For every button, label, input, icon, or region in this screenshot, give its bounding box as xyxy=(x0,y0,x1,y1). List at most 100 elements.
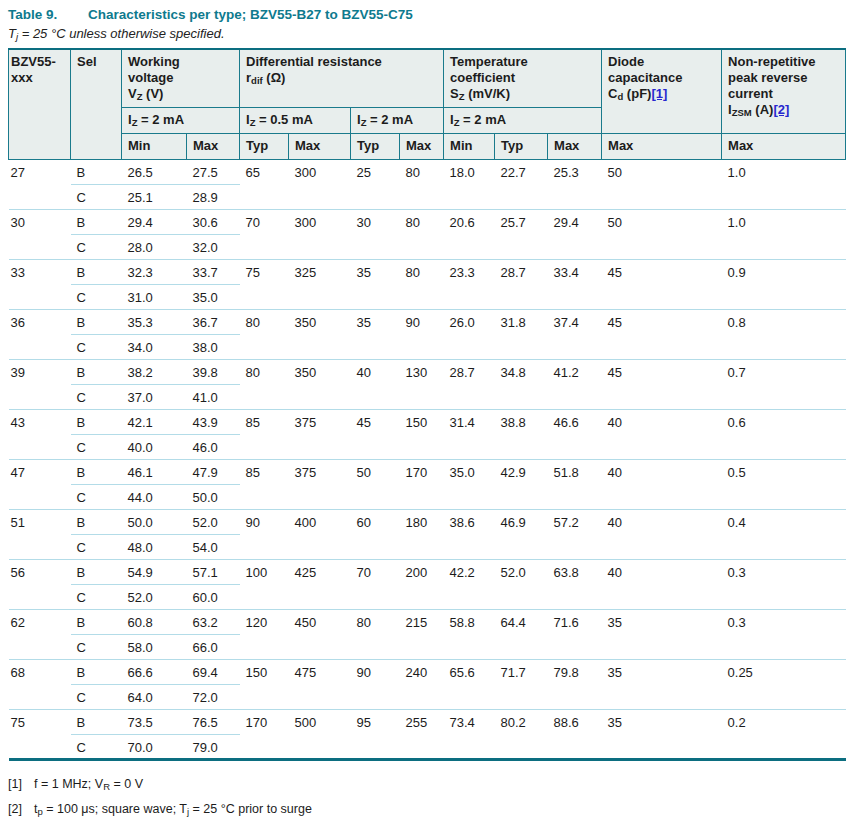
cell-sz-typ: 31.8 xyxy=(495,309,548,359)
cell-sel: C xyxy=(71,584,122,609)
table-row-b: 39B38.239.8803504013028.734.841.2450.7 xyxy=(9,359,846,384)
cell-rdif2-max: 80 xyxy=(400,209,444,259)
cell-sel: B xyxy=(71,409,122,434)
cell-type-code: 36 xyxy=(9,309,71,359)
table-row-b: 68B66.669.41504759024065.671.779.8350.25 xyxy=(9,659,846,684)
cell-sel: B xyxy=(71,359,122,384)
cell-rdif05-max: 475 xyxy=(289,659,351,709)
cell-sz-min: 18.0 xyxy=(444,159,495,209)
cell-vz-min: 44.0 xyxy=(122,484,187,509)
cell-vz-min: 26.5 xyxy=(122,159,187,184)
cell-rdif05-typ: 90 xyxy=(240,509,289,559)
cell-vz-max: 63.2 xyxy=(187,609,240,634)
col-header-sz-min: Min xyxy=(444,133,495,159)
cell-vz-min: 52.0 xyxy=(122,584,187,609)
cell-rdif2-max: 255 xyxy=(400,709,444,759)
cell-rdif05-typ: 75 xyxy=(240,259,289,309)
cell-sz-max: 41.2 xyxy=(548,359,602,409)
cell-sz-typ: 42.9 xyxy=(495,459,548,509)
cell-sz-typ: 34.8 xyxy=(495,359,548,409)
cell-rdif2-typ: 50 xyxy=(351,459,400,509)
table-row-b: 56B54.957.11004257020042.252.063.8400.3 xyxy=(9,559,846,584)
cell-type-code: 43 xyxy=(9,409,71,459)
cell-izsm-max: 0.7 xyxy=(722,359,846,409)
cell-vz-min: 46.1 xyxy=(122,459,187,484)
cell-vz-min: 66.6 xyxy=(122,659,187,684)
cell-rdif05-typ: 70 xyxy=(240,209,289,259)
cell-rdif2-typ: 70 xyxy=(351,559,400,609)
cell-rdif2-max: 80 xyxy=(400,259,444,309)
cell-rdif2-max: 180 xyxy=(400,509,444,559)
cell-sz-min: 35.0 xyxy=(444,459,495,509)
cell-sel: B xyxy=(71,309,122,334)
col-header-cd-max: Max xyxy=(602,133,722,159)
footnote-2-link[interactable]: [2] xyxy=(773,102,789,117)
cell-type-code: 56 xyxy=(9,559,71,609)
cell-vz-max: 46.0 xyxy=(187,434,240,459)
cell-sz-max: 25.3 xyxy=(548,159,602,209)
cell-sz-min: 28.7 xyxy=(444,359,495,409)
cell-rdif2-max: 130 xyxy=(400,359,444,409)
cell-rdif05-typ: 170 xyxy=(240,709,289,759)
cell-sz-max: 57.2 xyxy=(548,509,602,559)
cell-sel: C xyxy=(71,234,122,259)
cell-sz-typ: 25.7 xyxy=(495,209,548,259)
cell-sz-max: 51.8 xyxy=(548,459,602,509)
cell-vz-min: 50.0 xyxy=(122,509,187,534)
cell-sz-typ: 71.7 xyxy=(495,659,548,709)
cell-sz-min: 31.4 xyxy=(444,409,495,459)
cell-sz-max: 79.8 xyxy=(548,659,602,709)
cell-rdif2-typ: 60 xyxy=(351,509,400,559)
table-row-b: 62B60.863.21204508021558.864.471.6350.3 xyxy=(9,609,846,634)
cell-sz-min: 65.6 xyxy=(444,659,495,709)
col-header-selection: Sel xyxy=(71,49,122,159)
cell-sel: B xyxy=(71,459,122,484)
cell-sz-max: 71.6 xyxy=(548,609,602,659)
col-header-vz-min: Min xyxy=(122,133,187,159)
cell-sz-min: 23.3 xyxy=(444,259,495,309)
cell-cd-max: 45 xyxy=(602,359,722,409)
cell-rdif2-typ: 30 xyxy=(351,209,400,259)
cell-sz-max: 29.4 xyxy=(548,209,602,259)
cell-sz-min: 20.6 xyxy=(444,209,495,259)
cell-izsm-max: 1.0 xyxy=(722,159,846,209)
table-condition-note: Tj = 25 °C unless otherwise specified. xyxy=(8,26,845,41)
cell-vz-max: 52.0 xyxy=(187,509,240,534)
cell-vz-min: 40.0 xyxy=(122,434,187,459)
cell-rdif05-typ: 150 xyxy=(240,659,289,709)
cell-cd-max: 35 xyxy=(602,659,722,709)
cell-rdif05-typ: 80 xyxy=(240,359,289,409)
col-header-temperature-coefficient: Temperature coefficient SZ (mV/K) xyxy=(444,49,602,107)
cell-izsm-max: 0.3 xyxy=(722,609,846,659)
cell-vz-min: 29.4 xyxy=(122,209,187,234)
cell-cd-max: 45 xyxy=(602,259,722,309)
cell-sz-typ: 64.4 xyxy=(495,609,548,659)
cell-rdif2-max: 170 xyxy=(400,459,444,509)
cell-rdif2-typ: 40 xyxy=(351,359,400,409)
cell-rdif05-typ: 85 xyxy=(240,409,289,459)
cell-sz-typ: 22.7 xyxy=(495,159,548,209)
cell-vz-min: 70.0 xyxy=(122,734,187,759)
cell-rdif05-max: 350 xyxy=(289,309,351,359)
cell-vz-max: 33.7 xyxy=(187,259,240,284)
cell-rdif2-typ: 80 xyxy=(351,609,400,659)
cell-izsm-max: 0.6 xyxy=(722,409,846,459)
col-header-peak-reverse-current: Non-repetitive peak reverse current IZSM… xyxy=(722,49,846,133)
table-number-label: Table 9. xyxy=(8,7,88,22)
cell-sz-min: 73.4 xyxy=(444,709,495,759)
footnote-text: f = 1 MHz; VR = 0 V xyxy=(34,777,143,792)
footnote-1-link[interactable]: [1] xyxy=(651,86,667,101)
cell-vz-min: 38.2 xyxy=(122,359,187,384)
col-header-rdif2-max: Max xyxy=(400,133,444,159)
cell-vz-max: 39.8 xyxy=(187,359,240,384)
cell-sel: B xyxy=(71,259,122,284)
footnote-row-1: [1] f = 1 MHz; VR = 0 V xyxy=(8,777,845,792)
cell-rdif2-max: 200 xyxy=(400,559,444,609)
cell-rdif2-typ: 25 xyxy=(351,159,400,209)
cell-vz-max: 27.5 xyxy=(187,159,240,184)
cell-sel: C xyxy=(71,634,122,659)
cell-vz-max: 28.9 xyxy=(187,184,240,209)
cell-vz-max: 47.9 xyxy=(187,459,240,484)
cell-izsm-max: 0.25 xyxy=(722,659,846,709)
cell-izsm-max: 0.5 xyxy=(722,459,846,509)
